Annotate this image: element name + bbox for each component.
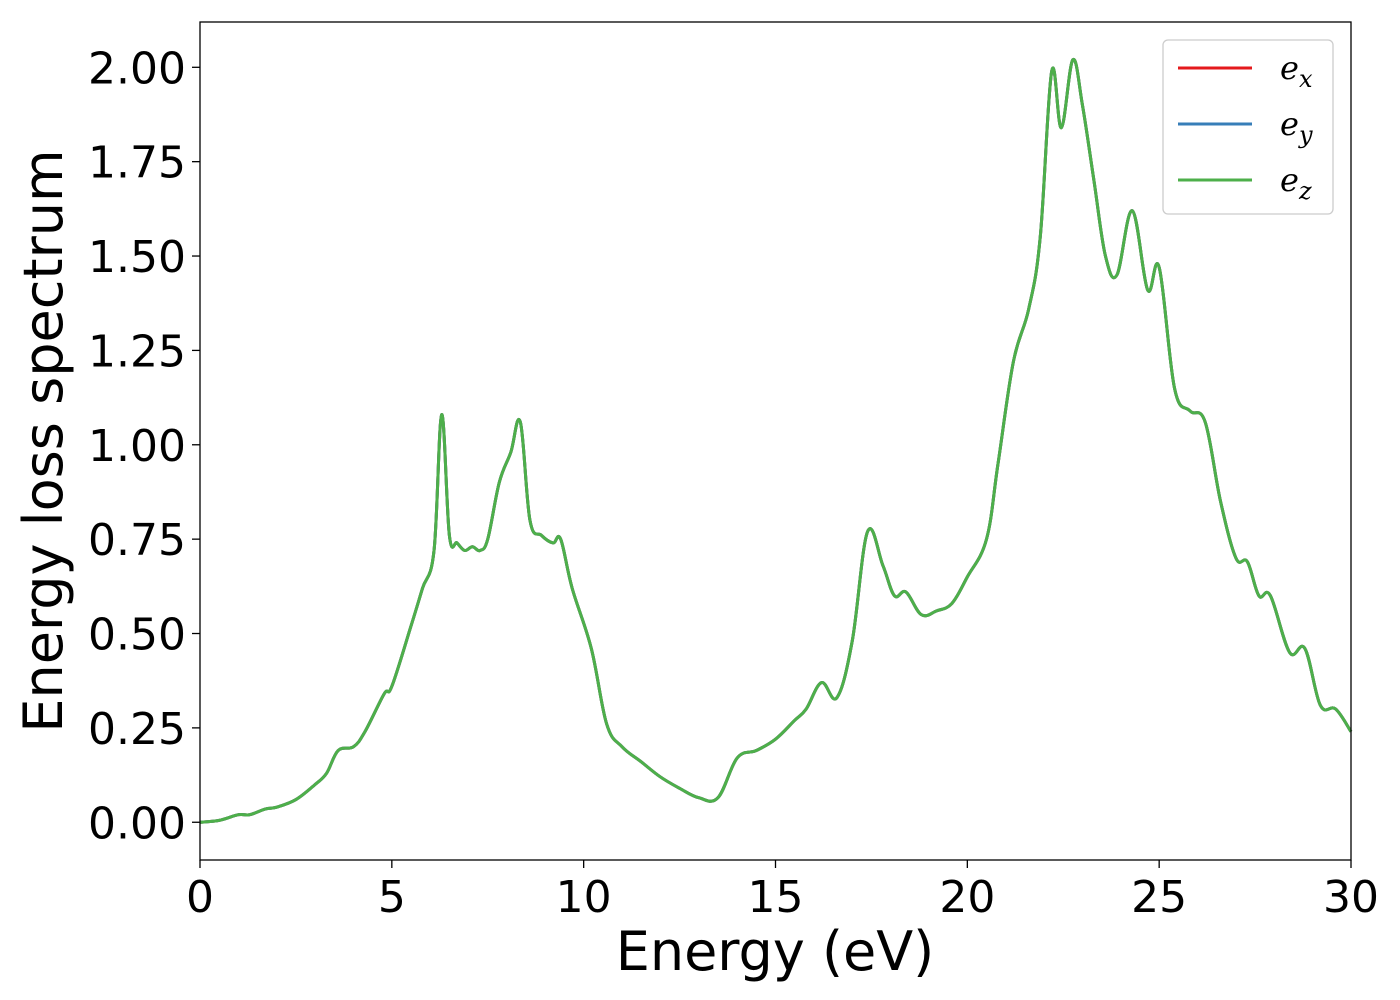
- x-tick-label: 30: [1323, 872, 1379, 923]
- y-tick-label: 1.50: [88, 232, 186, 283]
- legend-label-ey: ey: [1280, 105, 1313, 149]
- plot-area: [200, 22, 1351, 860]
- y-axis-ticks: 0.00 0.25 0.50 0.75 1.00 1.25 1.50 1.75 2.00: [88, 43, 200, 849]
- legend-box: [1162, 39, 1334, 215]
- y-tick-label: 0.00: [88, 798, 186, 849]
- y-axis-title: Energy loss spectrum: [12, 149, 75, 732]
- y-tick-label: 1.00: [88, 421, 186, 472]
- y-tick-label: 0.75: [88, 515, 186, 566]
- legend-label-ez: ez: [1280, 161, 1312, 205]
- x-tick-label: 25: [1131, 872, 1187, 923]
- x-tick-label: 0: [186, 872, 214, 923]
- x-tick-label: 5: [378, 872, 406, 923]
- legend-label-ex: ex: [1280, 49, 1313, 93]
- y-tick-label: 0.50: [88, 610, 186, 661]
- x-axis-title: Energy (eV): [616, 920, 935, 983]
- series-line-e-z: [199, 58, 1353, 824]
- y-tick-label: 0.25: [88, 704, 186, 755]
- y-tick-label: 1.75: [88, 138, 186, 189]
- x-tick-label: 15: [748, 872, 804, 923]
- x-tick-label: 10: [556, 872, 612, 923]
- series-layer: [199, 58, 1353, 824]
- legend: ex ey ez: [1162, 39, 1334, 215]
- x-axis-ticks: 0 5 10 15 20 25 30: [186, 860, 1379, 923]
- x-tick-label: 20: [939, 872, 995, 923]
- y-tick-label: 2.00: [88, 43, 186, 94]
- y-tick-label: 1.25: [88, 326, 186, 377]
